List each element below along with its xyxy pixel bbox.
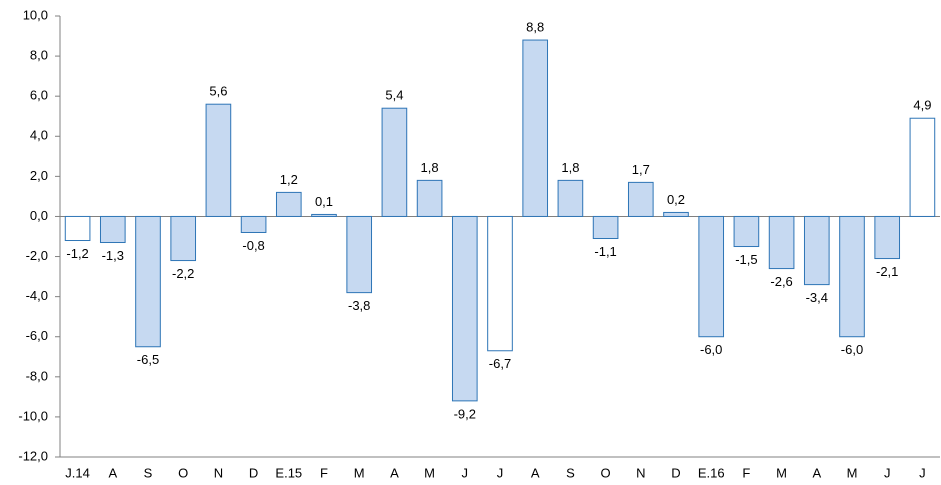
x-tick-label: N [214, 465, 223, 480]
x-tick-label: E.15 [275, 465, 302, 480]
bar [416, 179, 443, 217]
bar [768, 215, 795, 270]
bar [592, 215, 619, 240]
bar [311, 213, 337, 217]
bar [733, 215, 760, 248]
y-tick-label: 8,0 [30, 48, 48, 63]
value-label: -1,5 [735, 252, 757, 267]
y-tick-label: -2,0 [26, 248, 48, 263]
x-tick-label: J [497, 465, 504, 480]
x-tick-label: J.14 [65, 465, 90, 480]
x-tick-label: D [249, 465, 258, 480]
value-label: 5,6 [209, 84, 227, 99]
bar [240, 215, 267, 233]
value-label: 1,7 [632, 162, 650, 177]
bar [663, 211, 689, 217]
x-tick-label: A [531, 465, 540, 480]
y-tick-label: 4,0 [30, 128, 48, 143]
y-tick-label: 0,0 [30, 208, 48, 223]
value-label: -6,0 [700, 342, 722, 357]
value-label: -1,1 [594, 244, 616, 259]
bar [839, 215, 865, 338]
bar [909, 117, 936, 217]
bar [522, 39, 549, 217]
x-tick-label: S [144, 465, 153, 480]
bar [135, 215, 161, 348]
x-tick-label: S [566, 465, 575, 480]
value-label: -2,6 [770, 274, 792, 289]
value-label: 1,2 [280, 172, 298, 187]
value-label: -6,5 [137, 352, 159, 367]
value-label: -6,7 [489, 356, 511, 371]
value-label: 4,9 [913, 98, 931, 113]
x-tick-label: J [919, 465, 926, 480]
x-tick-label: F [742, 465, 750, 480]
x-tick-label: A [812, 465, 821, 480]
x-tick-label: D [671, 465, 680, 480]
y-tick-label: -8,0 [26, 368, 48, 383]
y-tick-label: -10,0 [18, 408, 48, 423]
y-tick-label: -6,0 [26, 328, 48, 343]
bar [487, 215, 513, 352]
value-label: -6,0 [841, 342, 863, 357]
y-tick-label: 10,0 [23, 7, 48, 22]
x-tick-label: O [178, 465, 188, 480]
value-label: 5,4 [385, 88, 403, 103]
x-tick-label: M [776, 465, 787, 480]
x-tick-label: J [884, 465, 891, 480]
y-tick-label: -12,0 [18, 448, 48, 463]
value-label: -2,1 [876, 264, 898, 279]
bar [698, 215, 725, 338]
bar [346, 215, 373, 294]
value-label: -3,4 [806, 290, 828, 305]
value-label: 1,8 [561, 160, 579, 175]
value-label: 1,8 [421, 160, 439, 175]
bar [874, 215, 901, 260]
x-tick-label: F [320, 465, 328, 480]
bar [170, 215, 197, 262]
value-label: -1,2 [66, 246, 88, 261]
value-label: -9,2 [454, 406, 476, 421]
bar [64, 215, 91, 242]
value-label: -0,8 [242, 238, 264, 253]
value-label: -2,2 [172, 266, 194, 281]
x-tick-label: O [601, 465, 611, 480]
x-tick-label: E.16 [698, 465, 725, 480]
x-tick-label: M [354, 465, 365, 480]
x-tick-label: M [847, 465, 858, 480]
value-label: -3,8 [348, 298, 370, 313]
value-label: 8,8 [526, 19, 544, 34]
x-tick-label: A [108, 465, 117, 480]
value-label: 0,1 [315, 194, 333, 209]
x-tick-label: J [462, 465, 469, 480]
bar [99, 215, 126, 244]
bar [451, 215, 478, 402]
x-tick-label: N [636, 465, 645, 480]
bar [205, 103, 232, 217]
value-label: 0,2 [667, 192, 685, 207]
bar [275, 191, 302, 217]
y-tick-label: 6,0 [30, 88, 48, 103]
bar [627, 181, 654, 217]
y-tick-label: -4,0 [26, 288, 48, 303]
y-tick-label: 2,0 [30, 168, 48, 183]
bar [381, 107, 408, 217]
x-tick-label: M [424, 465, 435, 480]
value-label: -1,3 [102, 248, 124, 263]
bar [803, 215, 830, 286]
x-tick-label: A [390, 465, 399, 480]
bar [557, 179, 584, 217]
